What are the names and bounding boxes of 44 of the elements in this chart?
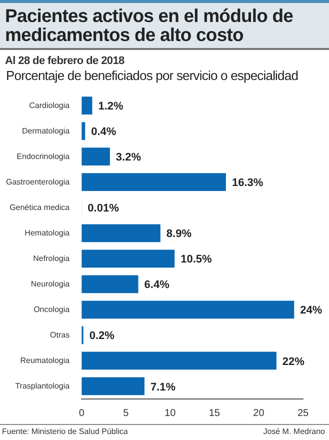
y-tick-label: Oncologia	[34, 304, 70, 314]
data-label: 0.2%	[89, 330, 115, 342]
y-tick-label: Genética medica	[10, 202, 70, 212]
y-tick-label: Dermatologia	[22, 126, 70, 136]
bar	[82, 300, 294, 319]
x-tick-label: 20	[253, 408, 265, 419]
bar	[82, 96, 92, 114]
data-label: 3.2%	[116, 152, 142, 164]
x-tick-label: 15	[208, 408, 220, 419]
data-label: 7.1%	[150, 381, 176, 394]
chart-subtitle: Al 28 de febrero de 2018	[5, 55, 126, 67]
x-tick-label: 5	[123, 408, 130, 419]
chart-title: Pacientes activos en el módulo de medicamentos de alto costo	[5, 5, 294, 45]
bar	[82, 377, 144, 396]
data-label: 8.9%	[166, 228, 192, 240]
text: José M. Medrano	[263, 427, 325, 436]
data-label: 1.2%	[98, 100, 124, 113]
y-tick-label: Nefrologia	[33, 254, 70, 263]
source-note: Fuente: Ministerio de Salud Pública	[2, 427, 128, 436]
bar	[82, 224, 160, 242]
y-tick-label: Otras	[50, 330, 70, 340]
x-tick-label: 25	[297, 408, 309, 419]
y-tick-label: Neurologia	[30, 279, 70, 288]
bar	[82, 173, 226, 192]
y-tick-label: Hematologia	[24, 228, 70, 238]
y-tick-label: Reumatologia	[20, 356, 70, 365]
bar	[82, 250, 175, 268]
bar	[82, 352, 276, 370]
data-label: 0.4%	[91, 126, 116, 138]
y-tick-label: Trasplantologia	[15, 381, 70, 390]
y-tick-label: Cardiologia	[29, 100, 70, 110]
data-label: 0.01%	[88, 202, 120, 215]
bar	[82, 275, 138, 294]
data-label: 22%	[282, 356, 305, 368]
x-tick-label: 10	[164, 408, 176, 419]
y-tick-label: Endocrinologia	[16, 152, 70, 161]
data-label: 24%	[300, 304, 322, 317]
x-tick-label: 0	[78, 408, 85, 419]
data-label: 10.5%	[180, 254, 212, 266]
data-label: 16.3%	[232, 177, 264, 190]
data-label: 6.4%	[144, 279, 170, 292]
text: Porcentaje de beneficiados por servicio o especialidad	[6, 68, 300, 83]
y-tick-label: Gastroenterologia	[6, 177, 70, 186]
bar	[82, 148, 110, 166]
